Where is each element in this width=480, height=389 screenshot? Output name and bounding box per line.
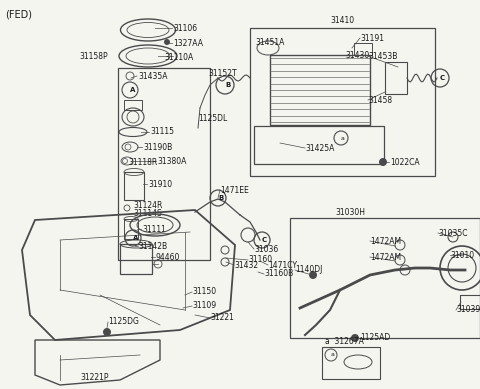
- Text: 31158P: 31158P: [79, 51, 108, 61]
- Bar: [124, 172, 144, 200]
- Text: 31109: 31109: [192, 301, 216, 310]
- Text: 1140DJ: 1140DJ: [295, 266, 323, 275]
- Text: 31451A: 31451A: [255, 37, 284, 47]
- Bar: [460, 295, 480, 309]
- Text: 31910: 31910: [148, 179, 172, 189]
- Text: 1125AD: 1125AD: [360, 333, 390, 342]
- Circle shape: [309, 271, 317, 279]
- Text: 31142B: 31142B: [138, 242, 167, 251]
- Text: 31160B: 31160B: [264, 270, 293, 279]
- Text: 31410: 31410: [330, 16, 354, 25]
- Circle shape: [379, 158, 387, 166]
- Text: C: C: [262, 237, 267, 243]
- Bar: [290, 218, 480, 338]
- Text: a  31267A: a 31267A: [325, 338, 364, 347]
- Circle shape: [351, 334, 359, 342]
- Text: 31221P: 31221P: [80, 373, 108, 382]
- Text: 31114S: 31114S: [133, 209, 162, 217]
- Text: 31030H: 31030H: [335, 207, 365, 217]
- Bar: [124, 219, 138, 239]
- Text: A: A: [130, 87, 135, 93]
- Text: 31036: 31036: [254, 245, 278, 254]
- Text: 31430: 31430: [345, 51, 369, 60]
- Bar: [118, 68, 210, 260]
- Circle shape: [103, 328, 111, 336]
- Text: 31150: 31150: [192, 287, 216, 296]
- Text: 31110A: 31110A: [164, 53, 193, 61]
- Text: (FED): (FED): [5, 9, 32, 19]
- Bar: [385, 62, 407, 94]
- Text: a: a: [341, 135, 345, 140]
- Circle shape: [164, 39, 170, 45]
- Bar: [354, 43, 372, 55]
- Text: 31124R: 31124R: [133, 200, 162, 210]
- Text: 1327AA: 1327AA: [173, 39, 203, 47]
- Bar: [124, 100, 142, 110]
- Text: a: a: [331, 352, 335, 357]
- Text: 31115: 31115: [150, 128, 174, 137]
- Text: 1472AM: 1472AM: [370, 252, 401, 261]
- Text: 31190B: 31190B: [143, 142, 172, 151]
- Text: 31035C: 31035C: [438, 228, 468, 238]
- Text: 31118R: 31118R: [128, 158, 157, 166]
- Text: 31010: 31010: [450, 251, 474, 259]
- Text: 1471EE: 1471EE: [220, 186, 249, 194]
- Text: 1125DG: 1125DG: [108, 317, 139, 326]
- Text: 31191: 31191: [360, 33, 384, 42]
- Text: 1471CY: 1471CY: [268, 261, 297, 270]
- Text: 31160: 31160: [248, 256, 272, 265]
- Text: B: B: [218, 195, 223, 201]
- Bar: [250, 28, 435, 176]
- Text: 31432: 31432: [234, 261, 258, 270]
- Bar: [322, 347, 380, 379]
- Bar: [120, 244, 152, 274]
- Text: 31221: 31221: [210, 314, 234, 322]
- Text: 31380A: 31380A: [157, 156, 186, 165]
- Text: 31453B: 31453B: [368, 51, 397, 61]
- Text: 31152T: 31152T: [208, 68, 237, 77]
- Bar: [254, 126, 384, 164]
- Text: 31435A: 31435A: [138, 72, 168, 81]
- Bar: [270, 55, 370, 125]
- Text: A: A: [133, 235, 138, 241]
- Text: 94460: 94460: [156, 252, 180, 261]
- Text: 31111: 31111: [142, 224, 166, 233]
- Text: 1472AM: 1472AM: [370, 237, 401, 245]
- Text: B: B: [225, 82, 230, 88]
- Text: 1125DL: 1125DL: [198, 114, 227, 123]
- Text: 31425A: 31425A: [305, 144, 335, 152]
- Text: 1022CA: 1022CA: [390, 158, 420, 166]
- Text: 31039A: 31039A: [456, 305, 480, 314]
- Text: 31458: 31458: [368, 96, 392, 105]
- Text: 31106: 31106: [173, 23, 197, 33]
- Text: C: C: [440, 75, 445, 81]
